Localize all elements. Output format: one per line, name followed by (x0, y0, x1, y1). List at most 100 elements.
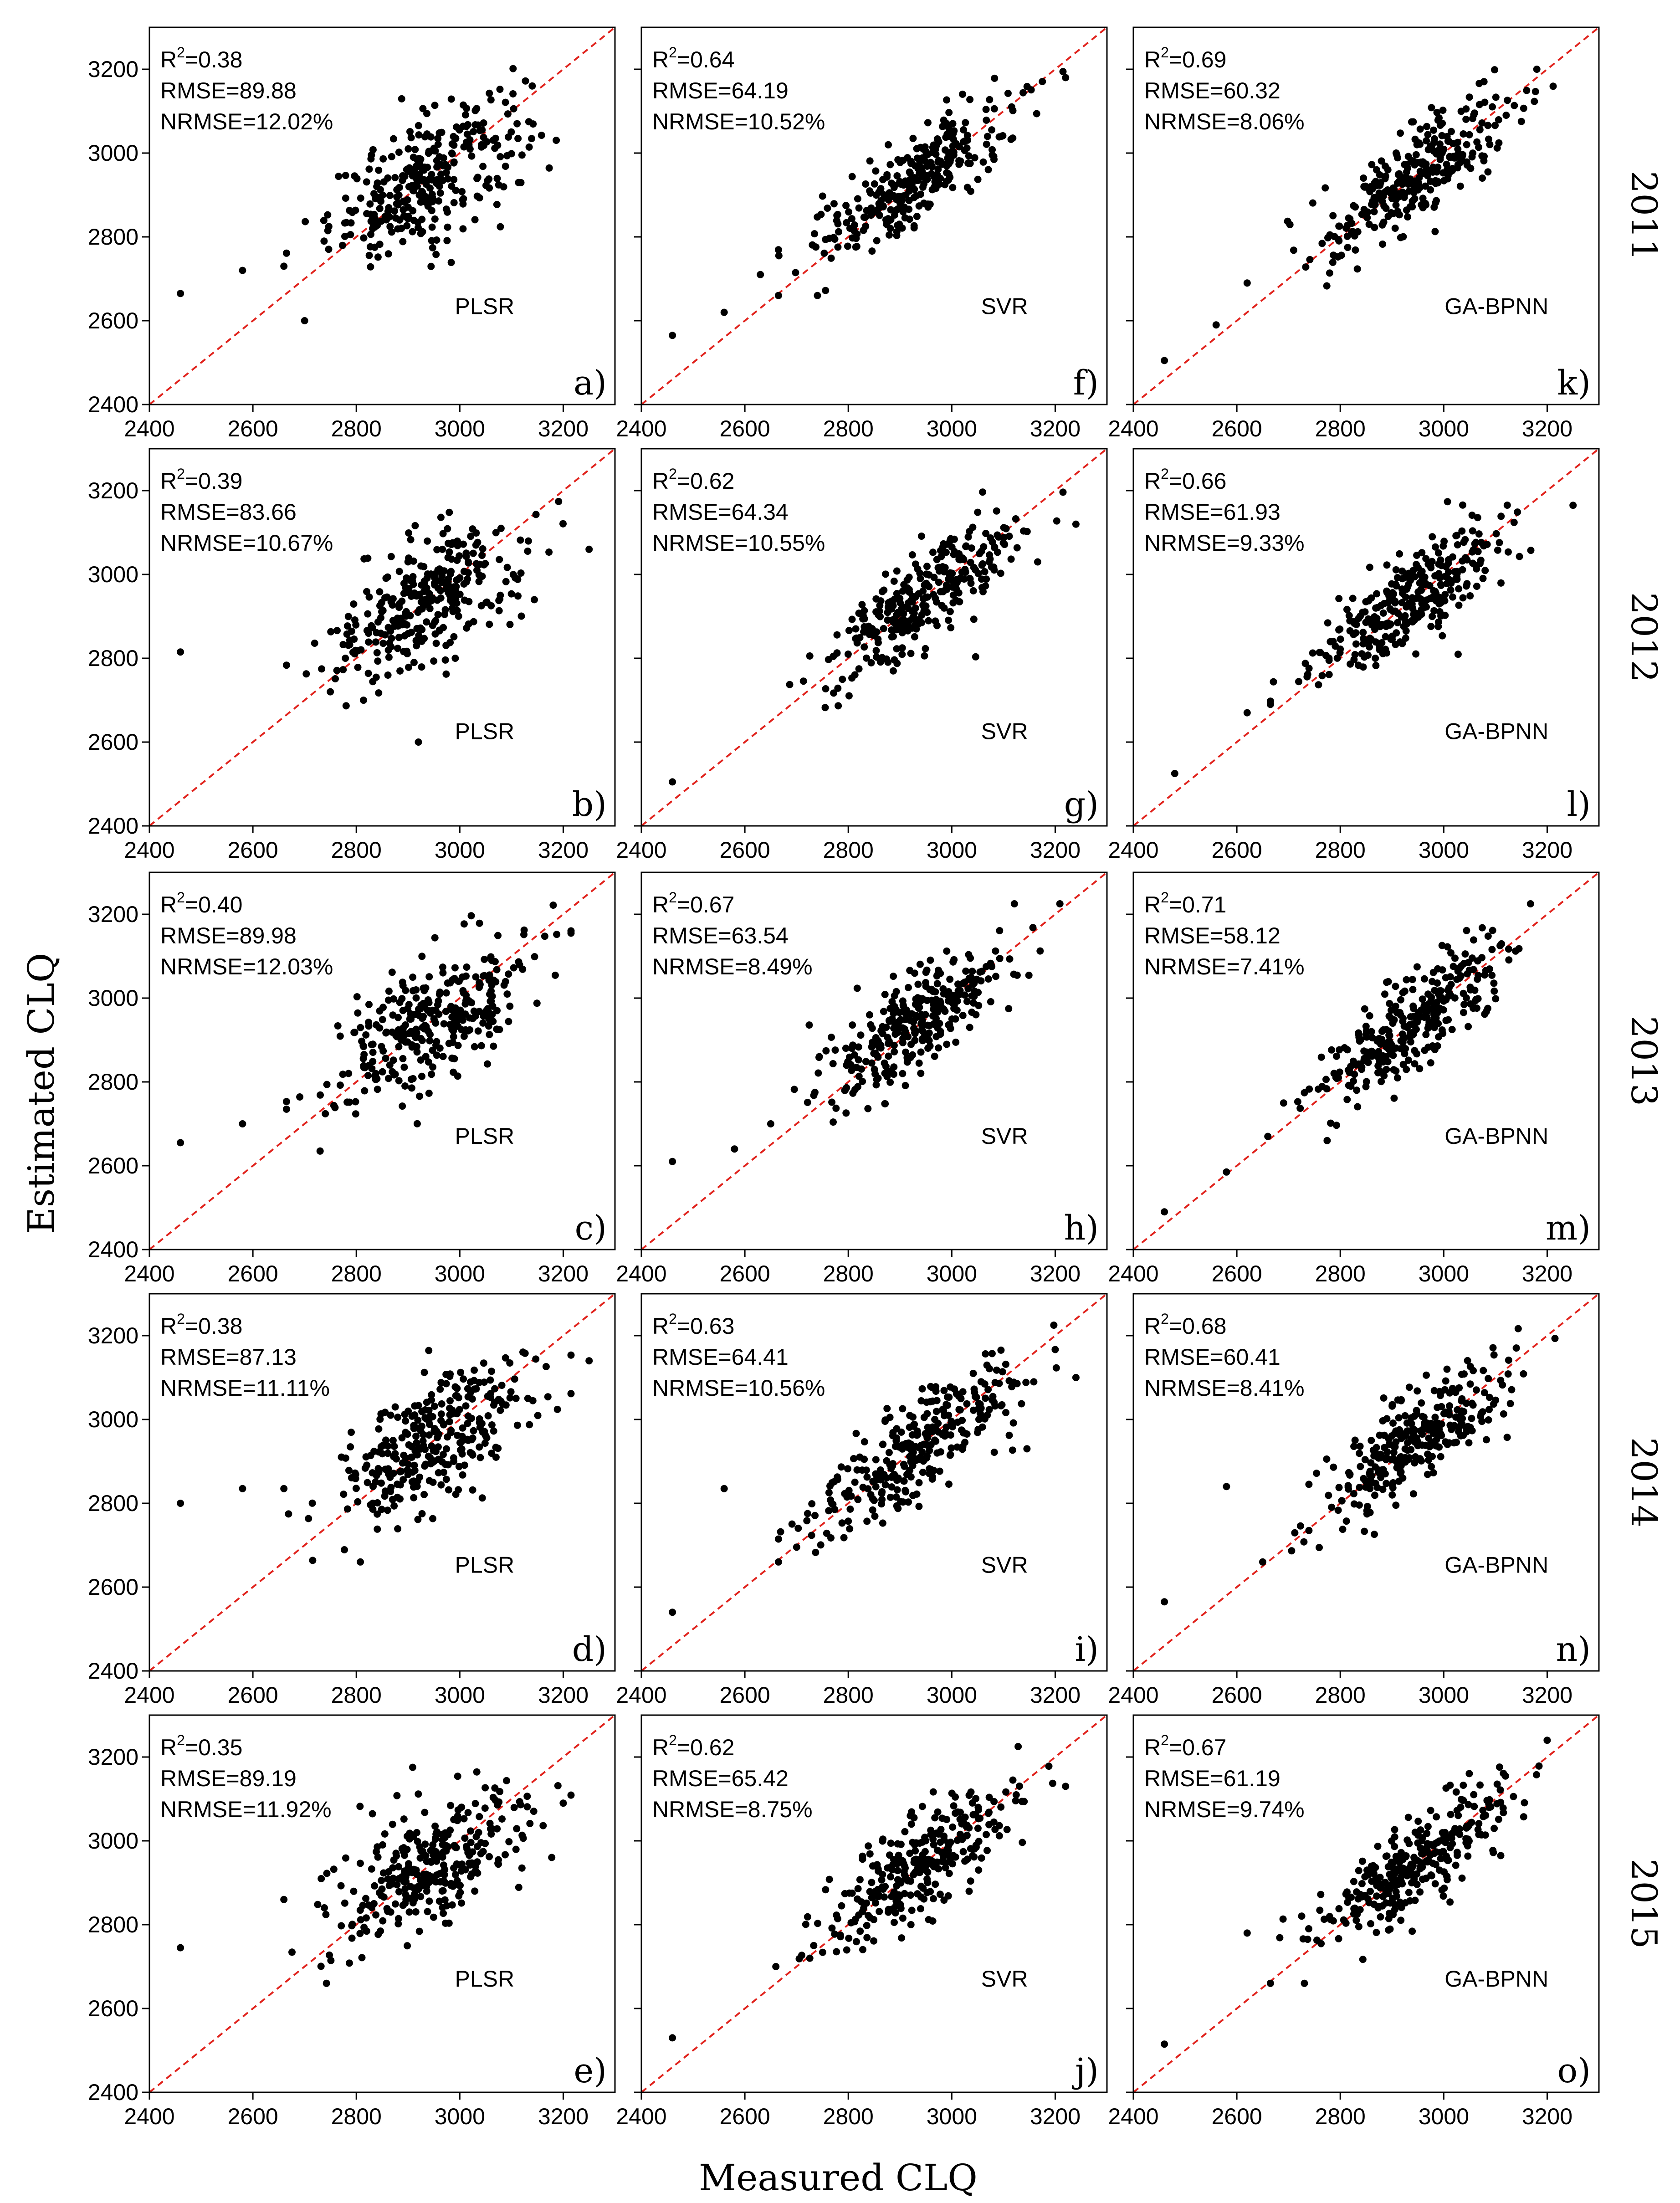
data-point (359, 1042, 367, 1050)
data-point (1356, 1450, 1363, 1457)
data-point (1420, 975, 1428, 983)
data-point (942, 581, 950, 589)
data-point (405, 1860, 412, 1868)
data-point (1474, 957, 1481, 965)
data-point (1398, 613, 1405, 621)
data-point (413, 1043, 420, 1050)
data-point (1000, 524, 1008, 532)
data-point (1448, 1026, 1456, 1033)
rmse-label: RMSE=83.66 (160, 499, 297, 525)
data-point (410, 589, 418, 597)
data-point (384, 671, 392, 679)
data-point (362, 1914, 370, 1922)
data-point (1422, 201, 1429, 209)
data-point (1472, 538, 1480, 546)
data-point (1389, 1051, 1397, 1059)
data-point (462, 991, 470, 999)
data-point (374, 1499, 381, 1506)
data-point (502, 98, 509, 106)
data-point (1361, 1005, 1368, 1013)
data-point (885, 1017, 893, 1025)
data-point (1334, 236, 1342, 243)
data-point (398, 995, 406, 1003)
data-point (1463, 927, 1470, 934)
data-point (524, 537, 532, 545)
data-point (1332, 642, 1339, 650)
data-point (1504, 1370, 1512, 1378)
data-point (367, 263, 374, 271)
data-point (1460, 1782, 1467, 1789)
data-point (918, 1385, 926, 1393)
y-tick-label: 2800 (88, 1912, 138, 1937)
data-point (966, 159, 974, 167)
points-group (669, 900, 1064, 1165)
data-point (860, 1455, 868, 1463)
data-point (1455, 585, 1463, 593)
data-point (1396, 1875, 1403, 1883)
data-point (433, 1038, 440, 1045)
y-tick-label: 3000 (88, 985, 138, 1011)
data-point (1327, 1916, 1334, 1923)
data-point (924, 1879, 932, 1886)
data-point (479, 1019, 487, 1027)
data-point (1386, 1000, 1393, 1007)
data-point (927, 161, 935, 169)
data-point (458, 1803, 466, 1811)
x-tick-label: 2400 (124, 837, 174, 863)
data-point (886, 161, 894, 169)
data-point (963, 998, 971, 1005)
data-point (324, 211, 332, 219)
data-point (1364, 1059, 1372, 1066)
data-point (1505, 1356, 1512, 1364)
data-point (434, 1443, 442, 1451)
data-point (471, 216, 479, 224)
data-point (1385, 1440, 1393, 1448)
data-point (1454, 1406, 1461, 1414)
data-point (1401, 1457, 1409, 1465)
data-point (464, 1436, 472, 1444)
data-point (373, 1848, 380, 1855)
data-point (1425, 1435, 1433, 1442)
data-point (805, 1021, 813, 1029)
data-point (361, 1087, 369, 1095)
x-tick-label: 2600 (719, 416, 770, 441)
data-point (1382, 1456, 1390, 1464)
data-point (384, 1442, 392, 1450)
data-point (846, 1505, 854, 1513)
data-point (1447, 949, 1455, 957)
data-point (1398, 575, 1406, 583)
data-point (1382, 205, 1390, 212)
data-point (899, 1070, 907, 1077)
data-point (348, 1934, 356, 1942)
data-point (463, 130, 471, 138)
data-point (379, 1450, 386, 1458)
data-point (457, 1368, 465, 1376)
data-point (364, 670, 372, 677)
data-point (431, 1822, 439, 1830)
data-point (814, 213, 821, 221)
data-point (1386, 1885, 1393, 1893)
data-point (855, 665, 863, 673)
data-point (357, 1024, 364, 1031)
data-point (439, 1904, 446, 1911)
y-tick-label: 2600 (88, 1996, 138, 2021)
data-point (502, 1851, 509, 1859)
data-point (1418, 577, 1426, 584)
data-point (958, 1426, 965, 1434)
data-point (362, 1453, 370, 1461)
data-point (399, 982, 407, 989)
data-point (395, 1043, 403, 1050)
data-point (342, 1454, 349, 1462)
x-tick-label: 2600 (719, 2104, 770, 2129)
data-point (903, 1058, 911, 1066)
data-point (1349, 594, 1357, 602)
r2-label: R2=0.38 (160, 1311, 242, 1339)
data-point (551, 971, 559, 979)
data-point (432, 1834, 440, 1842)
r2-superscript: 2 (1161, 889, 1169, 906)
data-point (933, 135, 941, 143)
data-point (1397, 1916, 1405, 1924)
data-point (480, 1359, 487, 1367)
data-point (503, 564, 511, 571)
data-point (1305, 1481, 1313, 1488)
